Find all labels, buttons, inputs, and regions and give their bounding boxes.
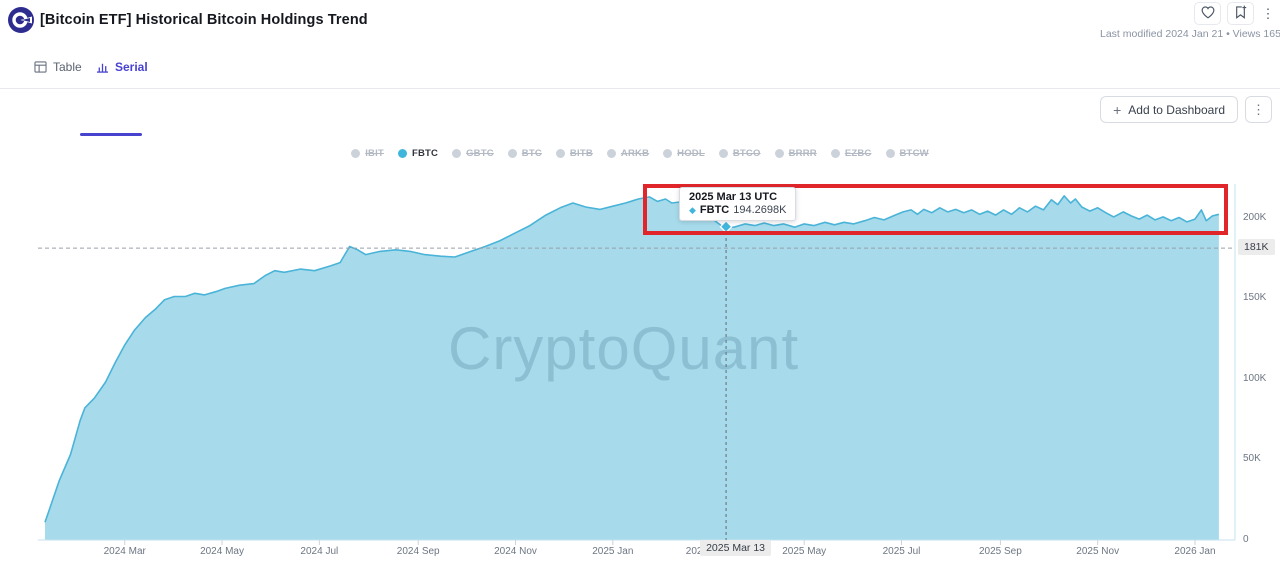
x-axis-label: 2025 Sep [978,546,1022,557]
bookmark-plus-icon [1234,5,1247,22]
tab-label: Serial [115,60,148,74]
x-axis-crosshair-badge: 2025 Mar 13 [700,540,772,556]
crosshair-diamond-marker [719,220,733,234]
header-actions: ⋮ [1194,2,1276,25]
legend-dot [830,149,840,158]
chart-toolbar: + Add to Dashboard ⋮ [1100,96,1272,123]
chart-menu-button[interactable]: ⋮ [1245,96,1272,123]
x-axis-label: 2024 May [200,546,244,557]
legend-dot [606,149,616,158]
chart-tooltip: 2025 Mar 13 UTC ◆ FBTC 194.2698K [679,187,797,221]
legend-dot [507,149,517,158]
x-axis-ticks [124,540,1196,545]
watermark: CryptoQuant [448,315,800,382]
legend-label: BTCW [899,148,929,159]
legend-label: IBIT [365,148,384,159]
y-axis-label: 100K [1243,372,1267,384]
x-axis-label: 2025 Mar [685,546,729,557]
legend-label: BITB [569,148,593,159]
tooltip-value: 194.2698K [733,204,787,216]
tab-table[interactable]: Table [34,46,82,88]
legend-item-btc[interactable]: BTC [507,148,542,159]
legend-label: HODL [677,148,705,159]
x-axis-label: 2024 Sep [396,546,440,557]
legend-item-gbtc[interactable]: GBTC [452,148,494,159]
legend-dot [774,149,784,158]
kebab-icon: ⋮ [1261,6,1275,21]
tab-bar: Table Serial [0,46,1280,136]
table-icon [34,61,47,73]
tooltip-series: FBTC [699,204,730,216]
legend-item-ezbc[interactable]: EZBC [830,148,872,159]
y-axis-current-badge: 181K [1238,239,1275,256]
last-modified-meta: Last modified 2024 Jan 21 • Views 1656 •… [1100,28,1280,40]
legend-item-btcw[interactable]: BTCW [885,148,929,159]
annotation-red-box [643,184,1228,235]
legend-item-brrr[interactable]: BRRR [774,148,817,159]
legend-label: FBTC [411,148,439,159]
x-axis-label: 2025 Nov [1076,546,1120,557]
like-button[interactable] [1194,2,1221,25]
legend-item-fbtc[interactable]: FBTC [397,148,439,159]
x-axis-label: 2026 Jan [1174,546,1216,557]
legend-dot [397,149,407,158]
legend-label: BTC [521,148,542,159]
legend-dot [351,149,361,158]
chart-legend: IBIT FBTC GBTC BTC BITB ARKB HODL BTCO BRRR EZBC B… [0,148,1280,159]
page-title: [Bitcoin ETF] Historical Bitcoin Holding… [40,12,368,28]
tab-serial[interactable]: Serial [96,46,148,88]
header-menu-button[interactable]: ⋮ [1260,2,1276,25]
legend-label: GBTC [466,148,494,159]
kebab-icon: ⋮ [1252,101,1265,117]
tooltip-date: 2025 Mar 13 UTC [689,191,778,203]
add-to-dashboard-button[interactable]: + Add to Dashboard [1100,96,1238,123]
legend-label: EZBC [844,148,872,159]
cryptoquant-logo-icon [8,7,34,33]
legend-dot [718,149,728,158]
legend-dot [555,149,565,158]
legend-label: ARKB [620,148,650,159]
bar-chart-icon [96,61,109,73]
legend-label: BTCO [732,148,761,159]
y-axis-label: 150K [1243,292,1267,304]
series-marker-icon: ◆ [689,204,696,215]
x-axis-label: 2024 Nov [494,546,537,557]
header: [Bitcoin ETF] Historical Bitcoin Holding… [0,0,1280,46]
legend-item-btco[interactable]: BTCO [718,148,761,159]
y-axis-label: 200K [1243,211,1267,223]
legend-label: BRRR [788,148,817,159]
y-axis-label: 0 [1243,534,1249,545]
series-line [44,195,1220,523]
bookmark-button[interactable] [1227,2,1254,25]
x-axis-label: 2024 Jul [300,546,339,557]
y-axis-label: 50K [1243,453,1261,465]
add-to-dashboard-label: Add to Dashboard [1128,102,1225,117]
heart-icon [1201,5,1215,22]
legend-dot [885,149,895,158]
active-tab-underline [80,133,142,136]
x-axis-label: 2025 May [782,546,827,557]
legend-item-arkb[interactable]: ARKB [606,148,650,159]
plus-icon: + [1113,101,1122,118]
tab-label: Table [53,60,82,74]
area-fill [45,195,1219,540]
x-axis-label: 2025 Jan [592,546,634,557]
legend-item-bitb[interactable]: BITB [555,148,593,159]
x-axis-label: 2024 Mar [103,546,146,557]
legend-item-ibit[interactable]: IBIT [351,148,384,159]
legend-dot [663,149,673,158]
legend-item-hodl[interactable]: HODL [663,148,705,159]
x-axis-label: 2025 Jul [882,546,921,557]
legend-dot [452,149,462,158]
